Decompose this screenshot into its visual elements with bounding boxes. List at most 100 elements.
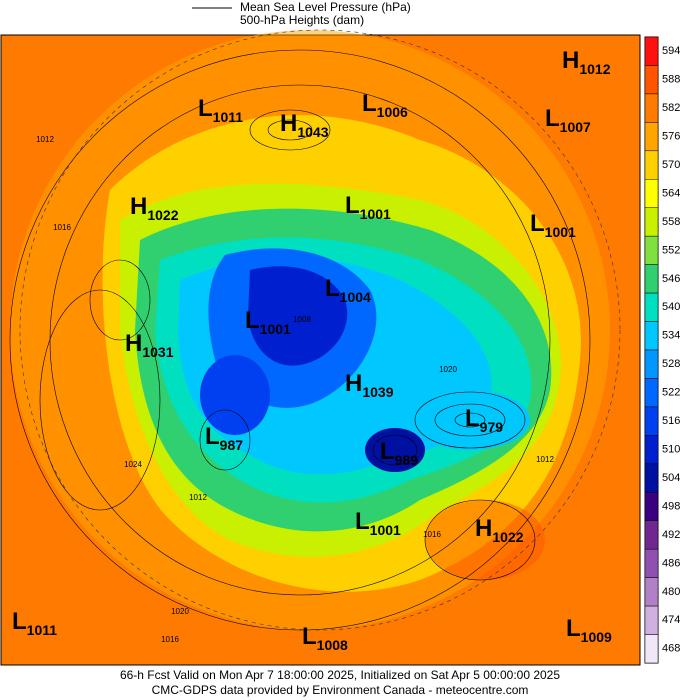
colorbar-tick-label: 582 [662, 102, 680, 114]
colorbar-tick-label: 576 [662, 130, 680, 142]
center-type: H [562, 47, 579, 74]
center-value: 1007 [560, 119, 591, 135]
colorbar-tick-label: 558 [662, 216, 680, 228]
pressure-center: L1007 [545, 105, 591, 134]
colorbar-tick-label: 546 [662, 273, 680, 285]
isobar-label: 1008 [293, 315, 311, 324]
colorbar-swatch [644, 65, 659, 95]
center-value: 1039 [362, 384, 393, 400]
pressure-center: H1031 [125, 330, 174, 359]
pressure-center: L987 [205, 423, 243, 452]
colorbar-tick-label: 534 [662, 330, 680, 342]
center-type: L [345, 192, 360, 219]
center-value: 1001 [545, 224, 576, 240]
colorbar-tick-label: 468 [662, 643, 680, 655]
isobar-label: 1024 [124, 460, 142, 469]
isobar-label: 1012 [189, 493, 207, 502]
center-value: 1012 [579, 61, 610, 77]
colorbar-tick-label: 588 [662, 74, 680, 86]
pressure-center: L1001 [355, 508, 401, 537]
colorbar-tick-label: 480 [662, 586, 680, 598]
colorbar-swatch [644, 207, 659, 237]
center-value: 1001 [260, 321, 291, 337]
colorbar-tick-label: 528 [662, 358, 680, 370]
colorbar-swatch [644, 492, 659, 521]
colorbar-swatch [644, 634, 659, 664]
pressure-center: H1022 [475, 515, 524, 544]
colorbar-tick-label: 486 [662, 557, 680, 569]
legend-text: 500-hPa Heights (dam) [240, 13, 364, 27]
center-type: L [355, 508, 370, 535]
center-value: 1004 [340, 289, 371, 305]
center-value: 1031 [142, 344, 173, 360]
colorbar-swatch [644, 264, 659, 294]
center-type: H [130, 193, 147, 220]
pressure-center: L1001 [345, 192, 391, 221]
pressure-center: H1012 [562, 47, 611, 76]
center-value: 1008 [317, 637, 348, 653]
center-value: 1022 [492, 529, 523, 545]
colorbar-swatch [644, 122, 659, 152]
center-type: L [325, 275, 340, 302]
colorbar-tick-label: 498 [662, 500, 680, 512]
center-type: L [302, 623, 317, 650]
center-type: L [545, 105, 560, 132]
colorbar-swatch [644, 577, 659, 607]
colorbar-swatch [644, 235, 659, 265]
center-value: 1011 [213, 109, 244, 125]
center-type: L [380, 438, 395, 465]
center-type: H [125, 330, 142, 357]
pressure-center: L1011 [198, 95, 243, 124]
colorbar-tick-label: 570 [662, 159, 680, 171]
center-type: L [198, 95, 213, 122]
center-value: 1001 [360, 206, 391, 222]
isobar-label: 1012 [36, 135, 54, 144]
center-value: 1001 [370, 522, 401, 538]
pressure-center: H1043 [280, 110, 329, 139]
colorbar-tick-label: 522 [662, 387, 680, 399]
isobar-label: 1020 [171, 607, 189, 616]
colorbar-swatch [644, 378, 659, 408]
colorbar-swatch [644, 520, 659, 550]
colorbar-tick-label: 516 [662, 415, 680, 427]
center-value: 979 [480, 419, 504, 435]
height-band [248, 266, 348, 366]
colorbar-swatch [644, 548, 659, 578]
colorbar-tick-label: 552 [662, 244, 680, 256]
colorbar-tick-label: 564 [662, 187, 680, 199]
colorbar-swatch [644, 93, 659, 123]
isobar-label: 1016 [53, 223, 71, 232]
isobar-label: 1012 [536, 455, 554, 464]
pressure-center: L1006 [362, 90, 408, 119]
isobar-label: 1016 [161, 635, 179, 644]
colorbar-swatch [644, 292, 659, 322]
colorbar-tick-label: 504 [662, 472, 680, 484]
center-value: 1022 [147, 207, 178, 223]
colorbar-swatch [644, 150, 659, 180]
isobars [9, 49, 591, 631]
pressure-center: L1011 [12, 608, 57, 637]
center-value: 1009 [581, 629, 612, 645]
colorbar-tick-label: 540 [662, 301, 680, 313]
colorbar: 594 588 582 576 570 564 558 552 546 540 534 528 522 5… [644, 36, 680, 664]
footer-text: 66-h Fcst Valid on Mon Apr 7 18:00:00 20… [120, 668, 560, 682]
colorbar-swatch [644, 179, 659, 208]
pressure-center: L1008 [302, 623, 348, 652]
pressure-center: L1004 [325, 275, 371, 304]
center-type: L [245, 307, 260, 334]
center-type: L [205, 423, 220, 450]
height-band [200, 355, 270, 435]
center-type: H [345, 370, 362, 397]
center-type: L [362, 90, 377, 117]
colorbar-swatch [644, 463, 659, 493]
colorbar-swatch [644, 406, 659, 436]
colorbar-tick-label: 474 [662, 614, 680, 626]
pressure-center: H1022 [130, 193, 179, 222]
center-value: 1006 [377, 104, 408, 120]
center-value: 987 [220, 437, 244, 453]
center-value: 1043 [297, 124, 328, 140]
legend-text: Mean Sea Level Pressure (hPa) [240, 0, 411, 14]
center-type: L [566, 615, 581, 642]
pressure-center: L979 [465, 405, 503, 434]
